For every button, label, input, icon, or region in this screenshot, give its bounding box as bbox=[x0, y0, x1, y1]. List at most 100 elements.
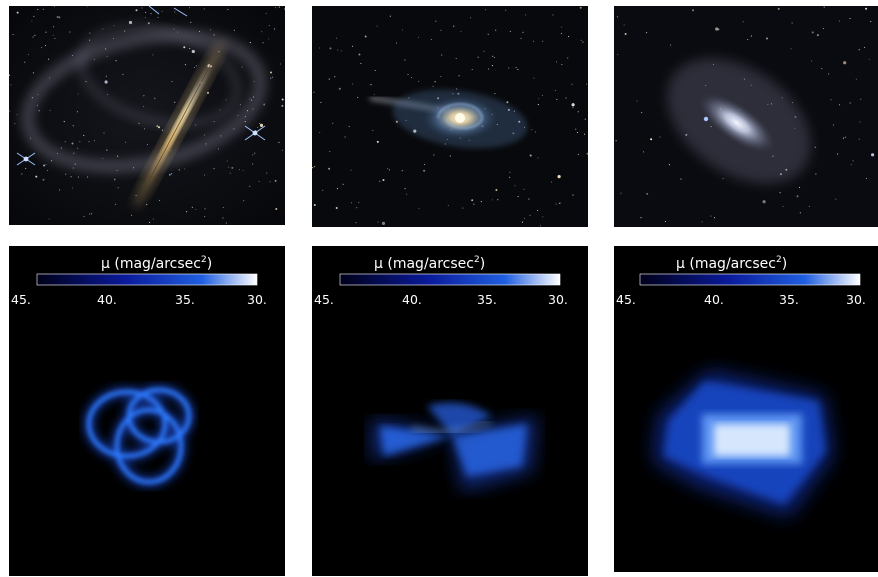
star bbox=[313, 92, 314, 93]
star bbox=[183, 46, 185, 48]
star bbox=[260, 124, 263, 127]
star bbox=[859, 121, 860, 122]
star bbox=[578, 154, 579, 155]
star bbox=[715, 27, 718, 30]
star bbox=[266, 173, 267, 174]
star bbox=[45, 45, 46, 46]
star bbox=[69, 31, 70, 32]
star bbox=[61, 148, 62, 149]
star bbox=[797, 195, 799, 197]
star bbox=[231, 167, 233, 169]
star bbox=[259, 123, 260, 124]
star bbox=[78, 93, 79, 94]
star bbox=[158, 17, 159, 18]
star bbox=[441, 55, 442, 56]
star bbox=[535, 131, 536, 132]
colorbar-tick-30: 30. bbox=[846, 292, 866, 307]
star bbox=[859, 139, 860, 140]
star bbox=[207, 92, 209, 94]
star bbox=[152, 54, 153, 55]
star bbox=[106, 76, 107, 77]
star bbox=[837, 154, 838, 155]
star bbox=[870, 21, 871, 22]
star bbox=[116, 60, 117, 61]
star bbox=[640, 217, 641, 218]
star bbox=[864, 47, 865, 48]
star bbox=[508, 67, 509, 68]
star bbox=[352, 83, 353, 84]
star bbox=[263, 104, 265, 106]
star bbox=[575, 129, 576, 130]
star bbox=[192, 50, 195, 53]
star bbox=[809, 206, 810, 207]
star bbox=[71, 176, 72, 177]
star bbox=[322, 190, 323, 191]
star bbox=[107, 56, 108, 57]
star bbox=[509, 177, 510, 178]
star bbox=[766, 38, 768, 40]
star bbox=[530, 215, 531, 216]
star bbox=[450, 155, 451, 156]
star bbox=[556, 204, 557, 205]
star bbox=[343, 184, 344, 185]
star bbox=[556, 99, 557, 100]
star bbox=[185, 64, 186, 65]
star bbox=[659, 137, 660, 138]
star bbox=[189, 48, 190, 49]
star bbox=[763, 200, 766, 203]
shell-halo-simulation: μ (mag/arcsec2) 45. 40. 35. 30. bbox=[614, 246, 878, 572]
star bbox=[275, 180, 277, 182]
star bbox=[334, 76, 335, 77]
star bbox=[171, 173, 172, 174]
star bbox=[853, 160, 854, 161]
star bbox=[43, 9, 44, 10]
star bbox=[456, 88, 457, 89]
star bbox=[584, 134, 585, 135]
star bbox=[17, 12, 19, 14]
star bbox=[559, 202, 560, 203]
star bbox=[320, 102, 321, 103]
star bbox=[582, 42, 583, 43]
star bbox=[859, 49, 860, 50]
star bbox=[473, 204, 474, 205]
star bbox=[228, 167, 229, 168]
star bbox=[122, 74, 123, 75]
star bbox=[506, 101, 508, 103]
star bbox=[73, 153, 74, 154]
star bbox=[329, 151, 330, 152]
star bbox=[646, 193, 648, 195]
star bbox=[89, 214, 90, 215]
star bbox=[204, 175, 205, 176]
star bbox=[641, 112, 642, 113]
star bbox=[620, 193, 621, 194]
star bbox=[424, 164, 425, 165]
star bbox=[21, 173, 22, 174]
spiral-galaxy-image bbox=[312, 6, 588, 227]
star bbox=[358, 54, 360, 56]
star bbox=[281, 105, 283, 107]
star bbox=[580, 7, 582, 9]
colorbar-tick-45: 45. bbox=[616, 292, 636, 307]
star bbox=[230, 173, 231, 174]
star bbox=[453, 26, 454, 27]
star bbox=[149, 222, 150, 223]
star bbox=[350, 170, 351, 171]
star bbox=[561, 26, 562, 27]
star bbox=[577, 132, 578, 133]
star bbox=[650, 138, 652, 140]
star bbox=[670, 45, 671, 46]
star bbox=[227, 160, 228, 161]
star bbox=[751, 36, 752, 37]
star bbox=[204, 216, 205, 217]
star bbox=[352, 46, 353, 47]
colorbar-tick-40: 40. bbox=[704, 292, 724, 307]
star bbox=[252, 164, 253, 165]
star bbox=[483, 51, 484, 52]
star bbox=[314, 204, 316, 206]
star bbox=[561, 33, 562, 34]
star bbox=[94, 140, 95, 141]
star bbox=[514, 185, 515, 186]
star bbox=[58, 16, 60, 18]
star bbox=[433, 155, 434, 156]
star bbox=[835, 199, 836, 200]
